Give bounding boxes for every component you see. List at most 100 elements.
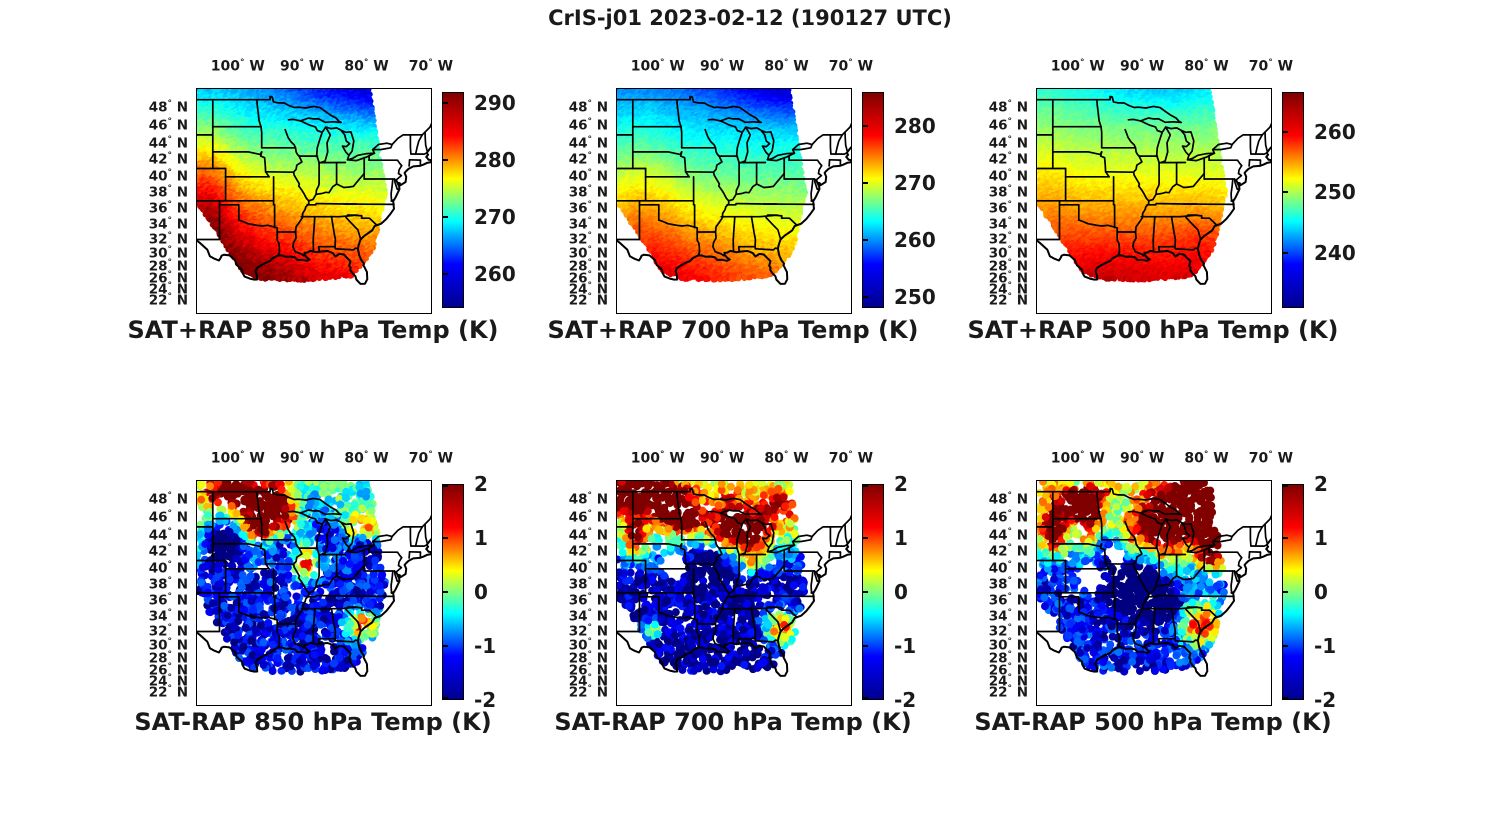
lat-tick-label: 34° N	[148, 607, 188, 624]
boundary-line	[1058, 199, 1080, 221]
lat-tick-label: 36° N	[988, 591, 1028, 609]
boundary-line	[844, 131, 849, 153]
boundary-line	[1186, 214, 1218, 227]
boundary-line	[829, 134, 832, 155]
colorbar-tick-label: -1	[894, 634, 917, 658]
lat-tick-label: 48° N	[148, 98, 188, 116]
boundary-line	[815, 556, 823, 573]
lat-tick-label: 34° N	[988, 215, 1028, 232]
boundary-line	[766, 606, 798, 619]
boundary-line	[1185, 216, 1202, 240]
lat-tick-label: 24° N	[148, 673, 188, 690]
lat-tick-label: 40° N	[148, 167, 188, 185]
colorbar-tick-mark	[863, 238, 868, 241]
colorbar-tick-mark	[863, 645, 868, 647]
boundary-line	[1051, 151, 1103, 156]
boundary-line	[334, 639, 359, 643]
map-plot	[1036, 480, 1272, 706]
boundary-line	[218, 591, 240, 613]
boundary-line	[1099, 543, 1110, 570]
boundary-line	[1127, 105, 1183, 124]
boundary-line	[830, 544, 848, 547]
lat-axis: 48° N 46° N 44° N 42° N 40° N 38° N 36° N 34° N…	[132, 88, 190, 312]
lat-tick-label: 22° N	[148, 291, 188, 309]
lat-tick-label: 26° N	[568, 269, 608, 287]
lon-tick-label: 80° W	[764, 450, 809, 467]
boundary-line	[766, 214, 798, 227]
boundary-line	[1211, 148, 1216, 155]
boundary-line	[813, 570, 821, 582]
lat-axis: 48° N 46° N 44° N 42° N 40° N 38° N 36° N 34° N…	[972, 88, 1030, 312]
panel-sat-minus-rap-700: 100° W 90° W 80° W 70° W 48° N 46° N 44° N 42°…	[552, 448, 952, 758]
lon-tick-label: 100° W	[1050, 450, 1105, 467]
lat-tick-label: 46° N	[988, 116, 1028, 134]
colorbar-tick-label: -1	[1314, 634, 1337, 658]
state-boundaries-map	[1037, 487, 1271, 677]
boundary-line	[766, 544, 796, 554]
boundary-line	[1254, 525, 1264, 548]
panel-title: SAT+RAP 700 hPa Temp (K)	[547, 316, 919, 344]
boundary-line	[1231, 122, 1271, 146]
boundary-line	[393, 178, 401, 190]
colorbar-tick-label: 0	[894, 580, 908, 604]
boundary-line	[345, 608, 362, 632]
boundary-line	[346, 546, 350, 553]
boundary-line	[1037, 487, 1147, 501]
lon-tick-label: 70° W	[408, 450, 454, 467]
boundary-line	[657, 219, 699, 229]
boundary-line	[1155, 518, 1172, 556]
lon-tick-label: 80° W	[1184, 450, 1229, 467]
lat-tick-label: 24° N	[568, 281, 608, 298]
boundary-line	[1174, 247, 1199, 251]
boundary-line	[284, 520, 310, 649]
boundary-line	[1264, 131, 1269, 153]
boundary-line	[727, 172, 786, 202]
boundary-line	[737, 245, 756, 253]
boundary-line	[312, 215, 316, 253]
boundary-line	[813, 178, 821, 190]
panel-sat-minus-rap-850: 100° W 90° W 80° W 70° W 48° N 46° N 44° N 42°…	[132, 448, 532, 758]
boundary-line	[696, 227, 701, 257]
boundary-line	[834, 525, 844, 548]
lat-tick-label: 48° N	[988, 490, 1028, 508]
boundary-line	[1037, 146, 1271, 285]
lat-tick-label: 30° N	[988, 636, 1028, 654]
colorbar-tick-label: 280	[474, 148, 516, 173]
boundary-line	[617, 538, 851, 677]
boundary-line	[1233, 570, 1241, 582]
boundary-line	[346, 154, 350, 161]
boundary-line	[1100, 125, 1103, 149]
boundary-line	[1186, 546, 1190, 553]
boundary-line	[1164, 518, 1195, 549]
lon-tick-label: 90° W	[280, 450, 325, 467]
boundary-line	[395, 556, 403, 573]
lat-tick-label: 32° N	[568, 622, 608, 639]
state-boundaries-map	[617, 95, 851, 285]
lon-tick-label: 100° W	[630, 58, 685, 75]
boundary-line	[346, 214, 378, 227]
boundary-line	[409, 134, 412, 155]
colorbar-tick-mark	[443, 645, 448, 647]
boundary-line	[259, 151, 270, 178]
lon-axis: 100° W 90° W 80° W 70° W	[196, 450, 453, 474]
boundary-line	[1186, 152, 1216, 162]
boundary-line	[811, 122, 851, 146]
boundary-line	[1250, 544, 1268, 547]
colorbar: 2 1 0 -1 -2	[862, 472, 952, 712]
lon-tick-label: 100° W	[210, 450, 265, 467]
lat-tick-label: 22° N	[568, 291, 608, 309]
lat-tick-label: 42° N	[988, 150, 1028, 168]
colorbar-gradient	[862, 92, 884, 308]
colorbar: 260 250 240	[1282, 92, 1372, 308]
boundary-line	[256, 98, 262, 128]
lat-tick-label: 32° N	[568, 230, 608, 247]
lon-tick-label: 100° W	[630, 450, 685, 467]
boundary-line	[1139, 512, 1164, 526]
lon-tick-label: 90° W	[1120, 450, 1165, 467]
boundary-line	[828, 158, 831, 167]
boundary-line	[1037, 203, 1061, 241]
lat-tick-label: 34° N	[568, 607, 608, 624]
boundary-line	[259, 543, 270, 570]
boundary-line	[1096, 490, 1102, 520]
lat-tick-label: 38° N	[988, 183, 1028, 200]
